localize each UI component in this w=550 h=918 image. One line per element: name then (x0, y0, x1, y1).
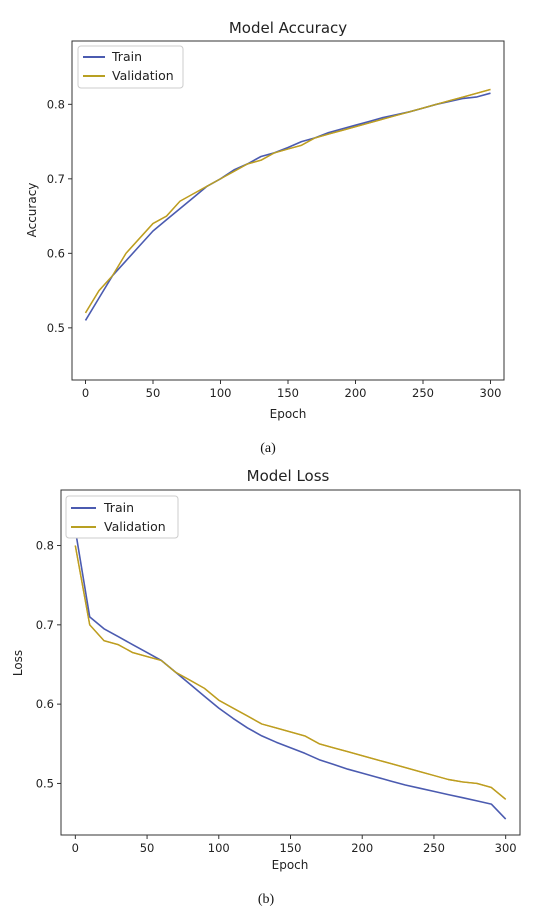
loss-chart: Model Loss 0.5 0.6 0.7 0.8 0 50 100 150 200 250 3… (11, 467, 521, 907)
loss-chart-title: Model Loss (247, 467, 330, 485)
accuracy-series-line-validation-overlay (84, 88, 491, 314)
loss-panel-label: (b) (258, 892, 275, 907)
accuracy-y-tick-label: 0.8 (47, 97, 65, 111)
accuracy-x-tick-label: 250 (412, 386, 434, 400)
loss-x-tick-label: 250 (423, 841, 445, 855)
loss-x-tick-label: 300 (495, 841, 517, 855)
accuracy-y-tick-label: 0.5 (47, 321, 65, 335)
loss-legend-label-train: Train (103, 500, 134, 515)
accuracy-series-line-train (84, 92, 491, 321)
accuracy-legend: Train Validation (77, 45, 184, 89)
accuracy-y-tick-label: 0.6 (47, 246, 65, 260)
accuracy-series-lines (84, 88, 491, 321)
accuracy-x-tick-label: 300 (480, 386, 502, 400)
accuracy-legend-label-train: Train (111, 49, 142, 64)
accuracy-x-ticks: 0 50 100 150 200 250 300 (82, 380, 502, 400)
loss-x-tick-label: 100 (208, 841, 230, 855)
accuracy-x-axis-label: Epoch (270, 407, 307, 421)
loss-y-axis-label: Loss (11, 650, 25, 676)
loss-x-tick-label: 50 (140, 841, 155, 855)
loss-x-ticks: 0 50 100 150 200 250 300 (72, 835, 517, 855)
accuracy-x-tick-label: 200 (345, 386, 367, 400)
loss-y-tick-label: 0.5 (36, 776, 54, 790)
accuracy-x-tick-label: 0 (82, 386, 89, 400)
loss-series-line-train (74, 529, 507, 820)
accuracy-x-tick-label: 150 (277, 386, 299, 400)
loss-series-line-validation (74, 545, 507, 800)
loss-y-tick-label: 0.8 (36, 539, 54, 553)
accuracy-plot-frame (71, 40, 505, 381)
accuracy-series-line-validation (84, 88, 491, 314)
loss-legend-label-validation: Validation (104, 519, 166, 534)
loss-y-tick-label: 0.6 (36, 697, 54, 711)
accuracy-x-tick-label: 50 (146, 386, 161, 400)
loss-legend: Train Validation (65, 495, 179, 539)
accuracy-x-tick-label: 100 (210, 386, 232, 400)
loss-series-line-validation-overlay (74, 545, 507, 800)
loss-x-tick-label: 200 (351, 841, 373, 855)
loss-plot-frame (60, 489, 521, 836)
accuracy-y-ticks: 0.5 0.6 0.7 0.8 (47, 97, 72, 335)
loss-x-tick-label: 0 (72, 841, 79, 855)
accuracy-chart-title: Model Accuracy (229, 19, 347, 37)
accuracy-panel-label: (a) (260, 441, 276, 456)
accuracy-y-tick-label: 0.7 (47, 172, 65, 186)
loss-y-tick-label: 0.7 (36, 618, 54, 632)
loss-series-lines (74, 529, 507, 820)
loss-x-axis-label: Epoch (272, 858, 309, 872)
loss-x-tick-label: 150 (280, 841, 302, 855)
loss-y-ticks: 0.5 0.6 0.7 0.8 (36, 539, 61, 790)
accuracy-chart: Model Accuracy 0.5 0.6 0.7 0.8 0 50 100 150 200… (25, 19, 505, 456)
accuracy-y-axis-label: Accuracy (25, 183, 39, 238)
accuracy-legend-label-validation: Validation (112, 68, 174, 83)
